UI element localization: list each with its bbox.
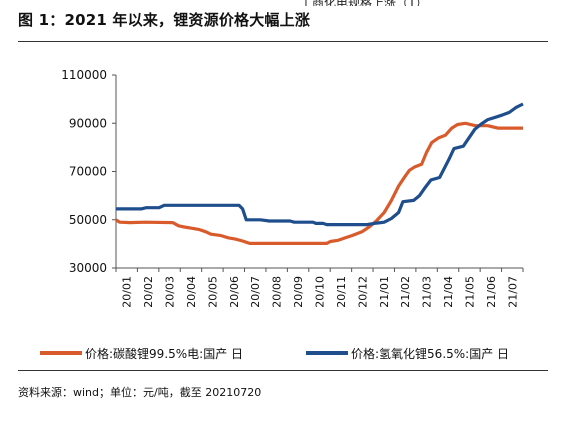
- x-tick-label: 21/05: [463, 276, 476, 308]
- x-tick-label: 21/04: [442, 276, 455, 308]
- x-tick-label: 20/01: [121, 276, 134, 308]
- y-tick-label: 70000: [69, 165, 107, 179]
- y-tick-label: 90000: [69, 116, 107, 130]
- x-tick-label: 21/03: [421, 276, 434, 308]
- x-tick-label: 21/06: [485, 276, 498, 308]
- x-tick-label: 20/05: [206, 276, 219, 308]
- legend-label: 价格:氢氧化锂56.5%:国产 日: [351, 346, 509, 361]
- x-axis-ticks: 20/01 20/02 20/03 20/04 20/05 20/06 20/07 20/08…: [115, 268, 524, 308]
- y-tick-label: 50000: [69, 213, 107, 227]
- x-tick-label: 20/10: [314, 276, 327, 308]
- source-divider: [18, 370, 548, 371]
- y-axis-ticks: 110000 90000 70000 50000 30000: [61, 68, 116, 275]
- y-tick-label: 110000: [61, 68, 107, 82]
- legend-label: 价格:碳酸锂99.5%电:国产 日: [85, 346, 243, 361]
- x-tick-label: 20/03: [164, 276, 177, 308]
- source-note: 资料来源：wind；单位：元/吨，截至 20210720: [18, 386, 262, 399]
- x-tick-label: 20/12: [356, 276, 369, 308]
- y-tick-label: 30000: [69, 261, 107, 275]
- x-tick-label: 21/07: [506, 276, 519, 308]
- title-divider: [18, 41, 548, 42]
- chart-legend: 价格:碳酸锂99.5%电:国产 日 价格:氢氧化锂56.5%:国产 日: [40, 346, 509, 361]
- series-line-lithium-hydroxide: [116, 102, 524, 227]
- x-tick-label: 21/01: [378, 276, 391, 308]
- x-tick-label: 20/11: [335, 276, 348, 308]
- chart-axes: [115, 75, 523, 269]
- x-tick-label: 20/07: [249, 276, 262, 308]
- x-tick-label: 21/02: [399, 276, 412, 308]
- x-tick-label: 20/08: [271, 276, 284, 308]
- x-tick-label: 20/04: [185, 276, 198, 308]
- chart-series: [115, 102, 524, 245]
- x-tick-label: 20/09: [292, 276, 305, 308]
- x-tick-label: 20/06: [228, 276, 241, 308]
- x-tick-label: 20/02: [142, 276, 155, 308]
- top-cropped-heading: 工商化电规格上涨（1）: [300, 0, 561, 6]
- figure-title: 图 1：2021 年以来，锂资源价格大幅上涨: [18, 11, 311, 29]
- series-line-lithium-carbonate: [115, 121, 523, 245]
